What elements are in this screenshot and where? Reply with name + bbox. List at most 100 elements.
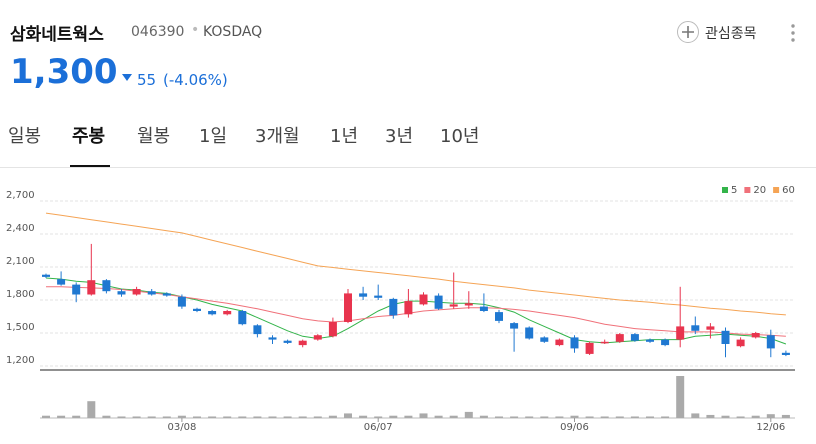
- y-tick-label: 2,700: [6, 190, 35, 201]
- candle-body: [751, 333, 760, 338]
- candle-body: [87, 280, 96, 295]
- x-tick-label: 06/07: [364, 422, 393, 433]
- volume-bar: [328, 415, 337, 418]
- candle-body: [193, 308, 201, 311]
- candle-body: [600, 341, 609, 344]
- candle-body: [57, 279, 66, 285]
- volume-bar: [419, 413, 428, 418]
- ma-line: [45, 277, 787, 345]
- volume-bar: [117, 416, 126, 418]
- watch-button[interactable]: 관심종목: [705, 26, 757, 42]
- candle-body: [328, 322, 337, 337]
- ma-line: [46, 286, 786, 337]
- candle-body: [313, 335, 322, 340]
- volume-bar: [223, 416, 232, 418]
- volume-bar: [177, 415, 186, 418]
- candle-body: [238, 311, 247, 325]
- volume-bar: [766, 414, 775, 418]
- volume-bar: [102, 415, 111, 418]
- candle-body: [177, 296, 186, 307]
- volume-bar: [736, 416, 745, 418]
- candle-body: [585, 342, 594, 354]
- volume-bar: [661, 416, 670, 418]
- candle-body: [555, 339, 564, 346]
- candle-body: [646, 339, 654, 342]
- volume-bar: [238, 416, 247, 418]
- legend-label: 5: [731, 185, 737, 196]
- candle-body: [721, 330, 730, 344]
- tab[interactable]: 1일: [199, 126, 228, 147]
- candle-body: [72, 284, 81, 295]
- volume-bar: [359, 415, 368, 418]
- candle-body: [449, 304, 458, 307]
- candle-body: [479, 306, 488, 311]
- candle-body: [510, 323, 519, 329]
- volume-bar: [646, 416, 654, 418]
- candle-body: [766, 335, 775, 349]
- candle-body: [525, 327, 534, 339]
- candle-body: [781, 352, 790, 355]
- candle-body: [434, 295, 443, 309]
- volume-bar: [555, 416, 564, 418]
- y-tick-label: 1,500: [6, 322, 35, 333]
- volume-bar: [298, 416, 307, 418]
- x-tick-label: 03/08: [167, 422, 196, 433]
- volume-bar: [193, 416, 201, 418]
- legend-swatch: [744, 187, 751, 193]
- candle-body: [253, 325, 262, 335]
- candle-body: [691, 325, 700, 331]
- candle-body: [42, 274, 50, 277]
- tab[interactable]: 3개월: [255, 126, 300, 147]
- x-tick-label: 12/06: [756, 422, 785, 433]
- volume-bar: [525, 416, 534, 418]
- tab[interactable]: 월봉: [137, 126, 171, 147]
- legend-label: 60: [782, 185, 795, 196]
- volume-bar: [751, 415, 760, 418]
- stock-name: 삼화네트웍스: [10, 25, 104, 45]
- volume-bar: [781, 414, 790, 418]
- legend-swatch: [773, 187, 780, 193]
- volume-bar: [630, 416, 639, 418]
- volume-bar: [691, 413, 700, 418]
- volume-bar: [87, 401, 96, 418]
- volume-bar: [449, 415, 458, 418]
- volume-bar: [253, 416, 262, 418]
- volume-bar: [313, 416, 322, 418]
- volume-bar: [147, 416, 156, 418]
- volume-bar: [615, 416, 624, 418]
- volume-bar: [389, 415, 398, 418]
- price-change-pct: (-4.06%): [163, 71, 228, 89]
- candle-body: [298, 340, 307, 346]
- volume-bar: [434, 415, 443, 418]
- candle-body: [615, 334, 624, 342]
- volume-bar: [676, 376, 685, 418]
- more-icon[interactable]: [788, 22, 798, 44]
- candle-body: [540, 337, 549, 342]
- candle-body: [495, 312, 503, 321]
- y-tick-label: 1,200: [6, 355, 35, 366]
- candle-body: [208, 311, 217, 315]
- candle-body: [570, 337, 579, 349]
- volume-bar: [283, 416, 292, 418]
- candle-body: [162, 293, 171, 296]
- candle-body: [102, 280, 111, 292]
- tab[interactable]: 3년: [385, 126, 414, 147]
- volume-bar: [404, 415, 413, 418]
- volume-bar: [495, 416, 503, 418]
- candle-body: [223, 311, 232, 315]
- plus-icon[interactable]: [676, 20, 700, 44]
- y-tick-label: 2,400: [6, 223, 35, 234]
- tab[interactable]: 주봉: [72, 126, 106, 147]
- tab[interactable]: 일봉: [8, 126, 42, 147]
- volume-bar: [374, 416, 383, 418]
- candle-body: [344, 293, 352, 322]
- ma-line: [45, 212, 786, 316]
- candle-body: [661, 339, 670, 346]
- down-arrow: [122, 74, 132, 81]
- volume-bar: [132, 416, 141, 418]
- volume-bar: [570, 415, 579, 418]
- tab[interactable]: 1년: [330, 126, 359, 147]
- tab[interactable]: 10년: [440, 126, 480, 147]
